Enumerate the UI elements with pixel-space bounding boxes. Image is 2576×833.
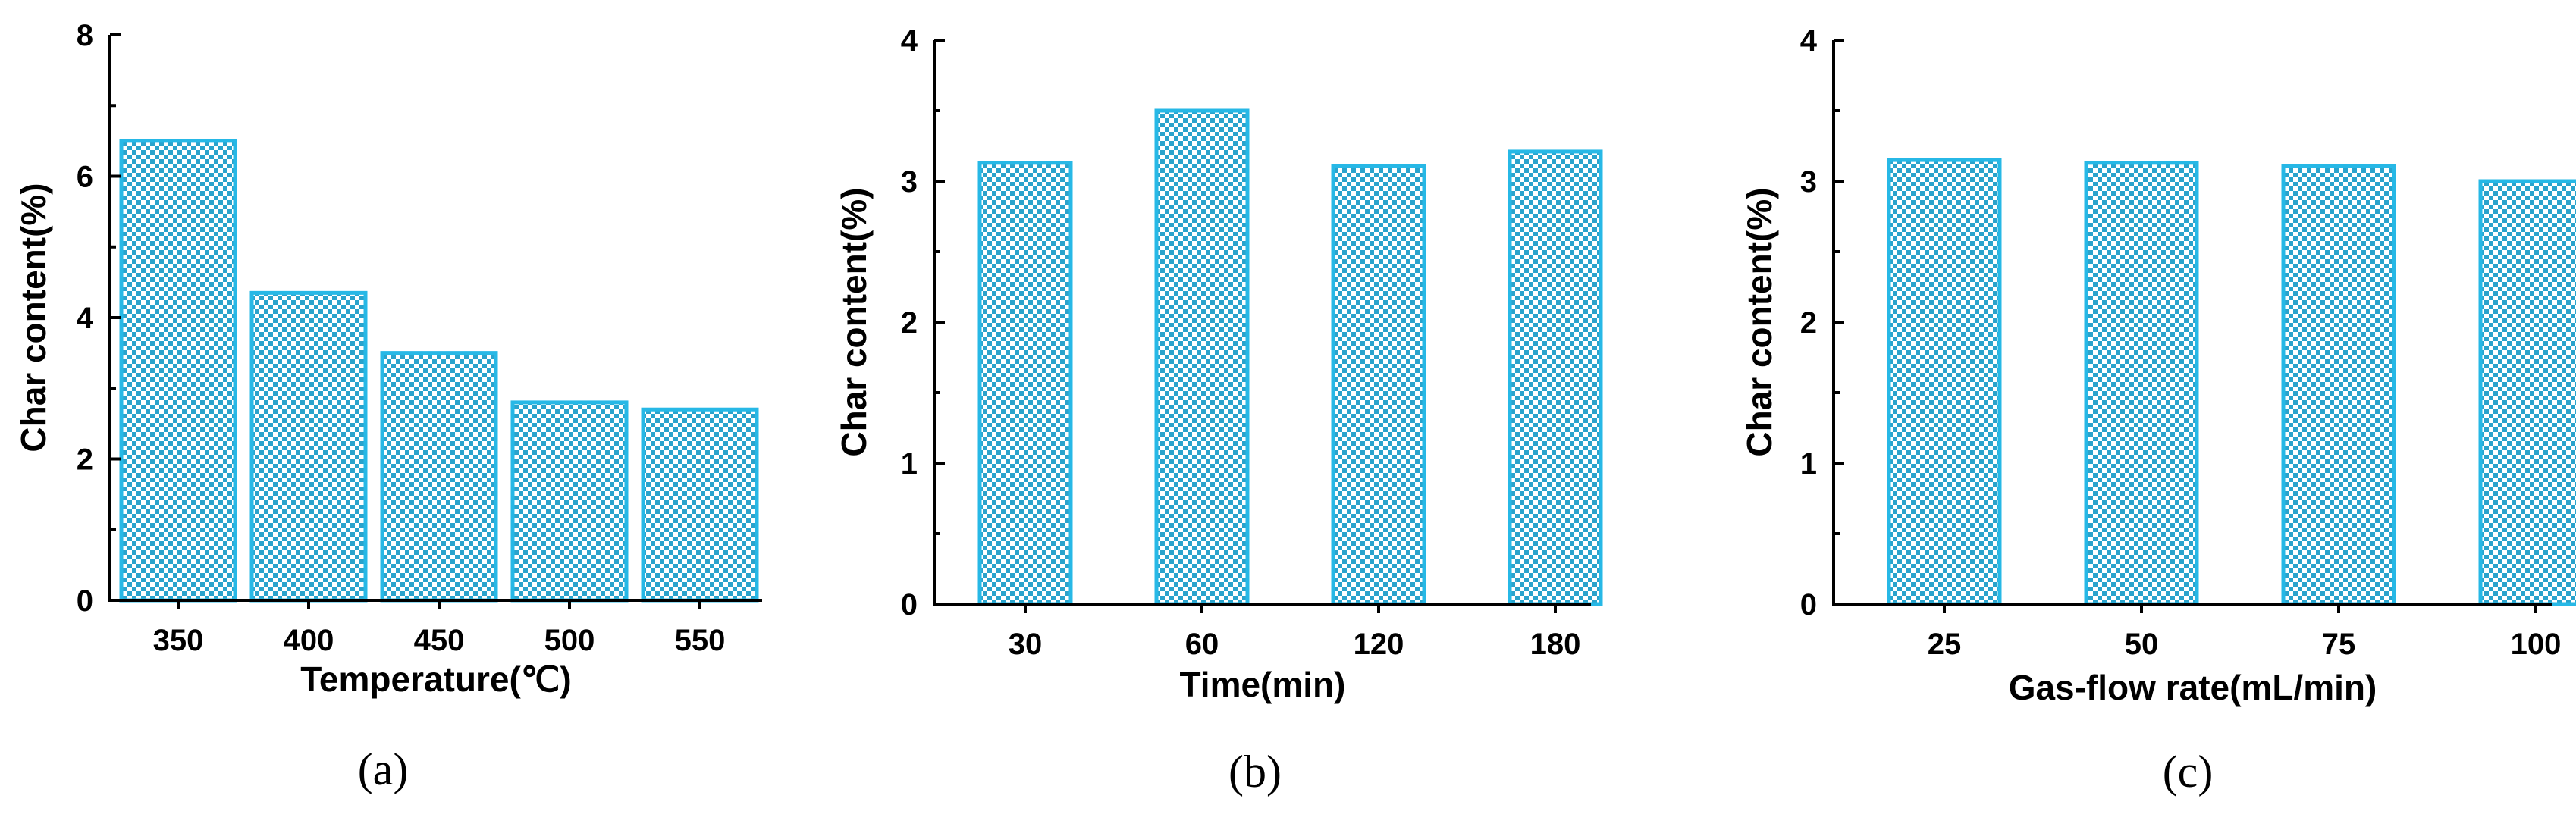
y-tick-label: 3 xyxy=(901,165,918,199)
y-tick-label: 0 xyxy=(77,584,93,618)
y-tick-label: 2 xyxy=(77,443,93,477)
x-tick-label: 30 xyxy=(1009,628,1043,661)
chart-panel-1: 0 2 4 6 8 350 400 450 500 550 Temperature(℃) Char c… xyxy=(14,19,762,794)
x-tick-label: 550 xyxy=(675,624,726,657)
y-tick-label: 2 xyxy=(1800,306,1817,340)
chart-panel-2: 0 1 2 3 4 30 60 120 180 Time(min) Char content(%) (… xyxy=(834,24,1603,797)
y-axis-title: Char content(%) xyxy=(14,183,53,452)
x-axis-title: Gas-flow rate(mL/min) xyxy=(2009,668,2377,707)
x-tick-label: 50 xyxy=(2125,628,2159,661)
bar-75 xyxy=(2281,164,2396,606)
bar-550 xyxy=(641,407,759,603)
bar-350 xyxy=(119,139,237,603)
bar-30 xyxy=(977,161,1073,606)
y-tick-label: 1 xyxy=(901,447,918,481)
bar-60 xyxy=(1154,108,1250,606)
x-tick-label: 60 xyxy=(1185,628,1219,661)
x-tick-label: 100 xyxy=(2511,628,2562,661)
x-tick-label: 180 xyxy=(1530,628,1581,661)
y-tick-label: 0 xyxy=(1800,588,1817,622)
y-axis-title: Char content(%) xyxy=(834,187,874,456)
x-axis-title: Time(min) xyxy=(1180,665,1346,704)
x-tick-label: 25 xyxy=(1928,628,1962,661)
x-tick-label: 120 xyxy=(1354,628,1404,661)
panel-label: (c) xyxy=(2163,747,2214,797)
panel-label: (b) xyxy=(1228,747,1282,797)
y-tick-label: 3 xyxy=(1800,165,1817,199)
bar-100 xyxy=(2478,179,2576,606)
y-tick-label: 4 xyxy=(1800,24,1818,58)
bar-50 xyxy=(2084,161,2199,606)
x-tick-label: 350 xyxy=(153,624,204,657)
bar-25 xyxy=(1887,158,2002,606)
y-tick-label: 0 xyxy=(901,588,918,622)
y-tick-label: 4 xyxy=(77,302,94,335)
y-tick-label: 4 xyxy=(901,24,918,58)
y-tick-label: 6 xyxy=(77,161,93,194)
chart-panel-3: 0 1 2 3 4 25 50 75 100 Gas-flow rate(mL/min) Char … xyxy=(1740,24,2576,797)
y-axis-title: Char content(%) xyxy=(1740,187,1779,456)
x-axis-title: Temperature(℃) xyxy=(300,659,572,699)
bar-450 xyxy=(380,351,498,603)
y-tick-label: 1 xyxy=(1800,447,1817,481)
x-tick-label: 75 xyxy=(2322,628,2356,661)
x-tick-label: 500 xyxy=(544,624,595,657)
panel-label: (a) xyxy=(358,744,409,794)
y-tick-label: 8 xyxy=(77,19,93,52)
x-tick-label: 450 xyxy=(414,624,465,657)
y-tick-label: 2 xyxy=(901,306,918,340)
x-tick-label: 400 xyxy=(284,624,334,657)
bar-180 xyxy=(1508,149,1603,606)
bar-400 xyxy=(249,290,368,603)
bar-120 xyxy=(1331,164,1426,606)
bar-500 xyxy=(510,400,629,603)
